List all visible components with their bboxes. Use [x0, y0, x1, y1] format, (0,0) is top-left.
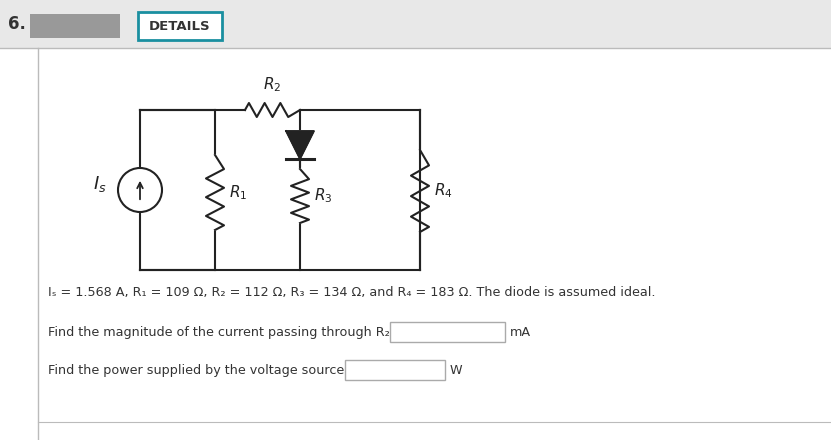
FancyBboxPatch shape [0, 48, 831, 440]
Text: $R_1$: $R_1$ [229, 183, 248, 202]
Text: Find the magnitude of the current passing through R₂.: Find the magnitude of the current passin… [48, 326, 394, 338]
Text: $R_2$: $R_2$ [263, 75, 282, 94]
Text: $R_3$: $R_3$ [314, 187, 332, 205]
Text: W: W [450, 363, 463, 377]
Text: mA: mA [510, 326, 531, 338]
Text: 6.  [: 6. [ [8, 15, 45, 33]
FancyBboxPatch shape [30, 14, 120, 38]
FancyBboxPatch shape [138, 12, 222, 40]
Text: $R_4$: $R_4$ [434, 182, 453, 200]
Text: Iₛ = 1.568 A, R₁ = 109 Ω, R₂ = 112 Ω, R₃ = 134 Ω, and R₄ = 183 Ω. The diode is a: Iₛ = 1.568 A, R₁ = 109 Ω, R₂ = 112 Ω, R₃… [48, 286, 656, 298]
Text: $I_s$: $I_s$ [93, 174, 107, 194]
Polygon shape [286, 131, 314, 159]
Text: DETAILS: DETAILS [150, 19, 211, 33]
FancyBboxPatch shape [345, 360, 445, 380]
FancyBboxPatch shape [390, 322, 505, 342]
Text: Find the power supplied by the voltage source.: Find the power supplied by the voltage s… [48, 363, 348, 377]
FancyBboxPatch shape [0, 0, 831, 48]
